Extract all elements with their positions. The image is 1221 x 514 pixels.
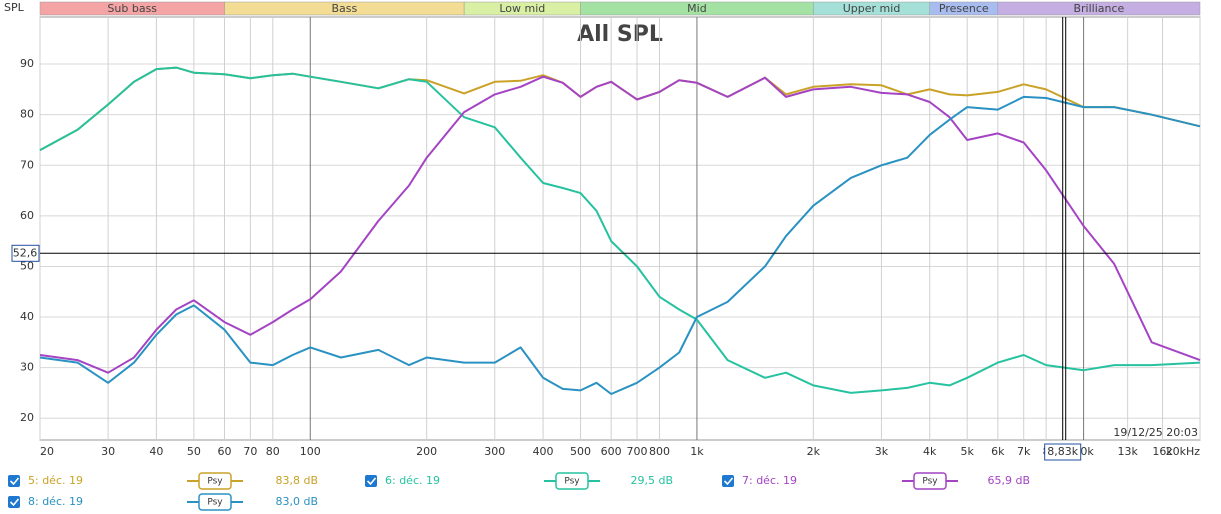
x-tick-label: 2k <box>807 445 821 458</box>
legend-checkbox[interactable] <box>8 496 20 508</box>
legend-readout: 83,0 dB <box>275 495 318 508</box>
x-tick-label: 7k <box>1017 445 1031 458</box>
x-tick-label: 20 <box>40 445 54 458</box>
x-tick-label: 200 <box>416 445 437 458</box>
x-tick-label: 100 <box>300 445 321 458</box>
y-tick-label: 50 <box>20 259 34 272</box>
y-axis-label: SPL <box>4 1 25 14</box>
timestamp: 19/12/25 20:03 <box>1113 426 1198 439</box>
cursor-x-box <box>1044 443 1082 461</box>
plot-area <box>39 16 1201 441</box>
legend-check <box>723 477 734 486</box>
legend-check <box>9 498 20 507</box>
cursor-y-label: 52,6 <box>13 246 38 259</box>
cursor-x-label: 8,83k <box>1047 445 1078 458</box>
legend-checkbox[interactable] <box>365 475 377 487</box>
legend-name: 8: déc. 19 <box>28 495 83 508</box>
chart-title: All SPL <box>577 22 663 47</box>
y-tick-label: 90 <box>20 57 34 70</box>
legend-checkbox[interactable] <box>8 475 20 487</box>
legend-entry[interactable]: 8: déc. 19 Psy 83,0 dB <box>8 493 318 511</box>
legend-entry[interactable]: 6: déc. 19 Psy 29,5 dB <box>365 472 673 490</box>
y-tick-label: 30 <box>20 361 34 374</box>
x-tick-label: 500 <box>570 445 591 458</box>
x-tick-label: 70 <box>243 445 257 458</box>
band <box>997 1 1201 16</box>
legend-button-label: Psy <box>207 477 223 487</box>
x-tick-label: 80 <box>266 445 280 458</box>
y-tick-label: 40 <box>20 310 34 323</box>
x-tick-label: 700 <box>627 445 648 458</box>
legend-entry[interactable]: 7: déc. 19 Psy 65,9 dB <box>722 472 1030 490</box>
x-tick-label: 16k <box>1152 445 1173 458</box>
y-tick-label: 60 <box>20 209 34 222</box>
band-label: Presence <box>939 2 989 15</box>
band-label: Mid <box>687 2 707 15</box>
band-label: Low mid <box>499 2 545 15</box>
legend-button-label: Psy <box>207 498 223 508</box>
y-tick-label: 70 <box>20 158 34 171</box>
legend-check <box>366 477 377 486</box>
x-tick-label: 30 <box>101 445 115 458</box>
x-tick-label: 20kHz <box>1166 445 1201 458</box>
series-line <box>39 95 1201 395</box>
x-tick-label: 6k <box>991 445 1005 458</box>
legend-check <box>9 477 20 486</box>
x-tick-label: 50 <box>187 445 201 458</box>
x-tick-label: 800 <box>649 445 670 458</box>
y-tick-label: 20 <box>20 411 34 424</box>
legend-name: 6: déc. 19 <box>385 474 440 487</box>
x-tick-label: 600 <box>601 445 622 458</box>
legend-readout: 83,8 dB <box>275 474 318 487</box>
legend-name: 5: déc. 19 <box>28 474 83 487</box>
x-tick-label: 5k <box>961 445 975 458</box>
x-tick-label: 40 <box>149 445 163 458</box>
legend-button[interactable] <box>555 472 589 490</box>
band-label: Bass <box>331 2 357 15</box>
legend-readout: 29,5 dB <box>630 474 673 487</box>
cursor-y-box <box>11 244 40 262</box>
x-tick-label: 13k <box>1117 445 1138 458</box>
x-tick-label: 4k <box>923 445 937 458</box>
legend-entry[interactable]: 5: déc. 19 Psy 83,8 dB <box>8 472 318 490</box>
legend-button[interactable] <box>198 493 232 511</box>
band-label: Sub bass <box>107 2 157 15</box>
band-label: Brilliance <box>1073 2 1124 15</box>
legend-button[interactable] <box>198 472 232 490</box>
legend-button-label: Psy <box>564 477 580 487</box>
x-tick-label: 3k <box>875 445 889 458</box>
legend-name: 7: déc. 19 <box>742 474 797 487</box>
x-tick-label: 60 <box>217 445 231 458</box>
series-line <box>39 66 1201 394</box>
legend-checkbox[interactable] <box>722 475 734 487</box>
x-tick-label: 400 <box>533 445 554 458</box>
x-tick-label: 300 <box>484 445 505 458</box>
legend-readout: 65,9 dB <box>987 474 1030 487</box>
band-label: Upper mid <box>843 2 901 15</box>
x-tick-label: 1k <box>690 445 704 458</box>
legend-button[interactable] <box>913 472 947 490</box>
legend-button-label: Psy <box>922 477 938 487</box>
y-tick-label: 80 <box>20 108 34 121</box>
series-line <box>39 75 1201 374</box>
